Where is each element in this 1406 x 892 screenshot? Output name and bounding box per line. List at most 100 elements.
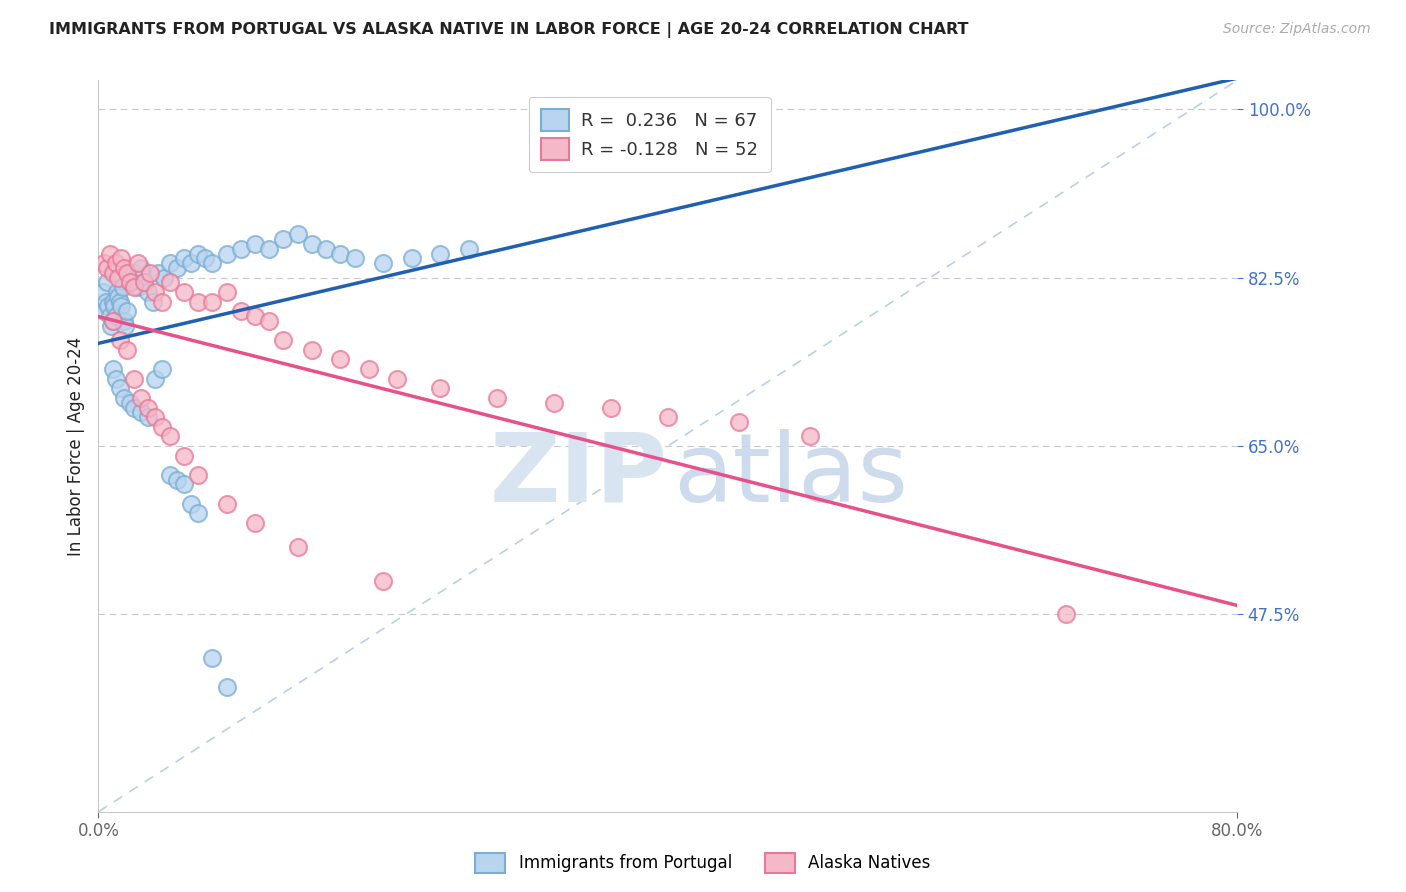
Point <box>187 467 209 482</box>
Point <box>166 260 188 275</box>
Point <box>93 256 115 270</box>
Point <box>101 314 124 328</box>
Point <box>122 401 145 415</box>
Point <box>136 410 159 425</box>
Point <box>112 314 135 328</box>
Point <box>107 270 129 285</box>
Point <box>101 294 124 309</box>
Point <box>315 242 337 256</box>
Point <box>145 371 167 385</box>
Point <box>401 252 423 266</box>
Point <box>243 309 266 323</box>
Y-axis label: In Labor Force | Age 20-24: In Labor Force | Age 20-24 <box>66 336 84 556</box>
Point <box>301 343 323 357</box>
Point <box>115 266 138 280</box>
Point <box>357 362 380 376</box>
Legend: Immigrants from Portugal, Alaska Natives: Immigrants from Portugal, Alaska Natives <box>468 847 938 880</box>
Point <box>136 401 159 415</box>
Point <box>148 266 170 280</box>
Point <box>98 309 121 323</box>
Text: ZIP: ZIP <box>489 429 668 522</box>
Point <box>173 252 195 266</box>
Point <box>118 276 141 290</box>
Point <box>273 232 295 246</box>
Legend: R =  0.236   N = 67, R = -0.128   N = 52: R = 0.236 N = 67, R = -0.128 N = 52 <box>529 96 770 172</box>
Point <box>243 236 266 251</box>
Point <box>111 280 134 294</box>
Point <box>429 381 451 395</box>
Point <box>105 285 128 299</box>
Point <box>112 260 135 275</box>
Point <box>215 285 238 299</box>
Point <box>127 280 149 294</box>
Point <box>101 266 124 280</box>
Point <box>229 242 252 256</box>
Text: IMMIGRANTS FROM PORTUGAL VS ALASKA NATIVE IN LABOR FORCE | AGE 20-24 CORRELATION: IMMIGRANTS FROM PORTUGAL VS ALASKA NATIV… <box>49 22 969 38</box>
Point <box>429 246 451 260</box>
Point <box>153 270 176 285</box>
Point <box>104 371 127 385</box>
Point <box>107 290 129 304</box>
Point <box>124 270 146 285</box>
Point <box>600 401 623 415</box>
Point <box>112 391 135 405</box>
Text: Source: ZipAtlas.com: Source: ZipAtlas.com <box>1223 22 1371 37</box>
Point <box>215 497 238 511</box>
Point <box>101 314 124 328</box>
Point <box>103 300 125 314</box>
Point <box>108 381 131 395</box>
Point <box>132 276 155 290</box>
Point <box>180 256 202 270</box>
Point <box>159 276 181 290</box>
Point <box>141 294 163 309</box>
Point <box>108 333 131 347</box>
Point <box>215 246 238 260</box>
Point <box>152 294 174 309</box>
Point <box>259 242 281 256</box>
Point <box>187 507 209 521</box>
Point <box>145 285 167 299</box>
Point <box>145 410 167 425</box>
Point <box>194 252 217 266</box>
Point <box>173 477 195 491</box>
Point <box>98 246 121 260</box>
Point <box>243 516 266 530</box>
Point <box>229 304 252 318</box>
Point <box>180 497 202 511</box>
Point <box>166 473 188 487</box>
Point <box>159 467 181 482</box>
Point <box>96 260 118 275</box>
Point <box>287 540 309 554</box>
Point <box>96 276 118 290</box>
Point <box>93 304 115 318</box>
Point <box>152 362 174 376</box>
Point <box>728 415 751 429</box>
Point <box>259 314 281 328</box>
Point <box>301 236 323 251</box>
Point <box>115 304 138 318</box>
Point <box>91 285 114 299</box>
Text: atlas: atlas <box>673 429 908 522</box>
Point <box>132 276 155 290</box>
Point <box>373 256 395 270</box>
Point <box>127 256 149 270</box>
Point <box>152 419 174 434</box>
Point <box>215 680 238 694</box>
Point <box>136 285 159 299</box>
Point <box>201 294 224 309</box>
Point <box>118 276 141 290</box>
Point <box>118 395 141 409</box>
Point <box>122 280 145 294</box>
Point <box>201 256 224 270</box>
Point <box>114 318 136 333</box>
Point <box>799 429 821 443</box>
Point <box>159 256 181 270</box>
Point <box>373 574 395 588</box>
Point <box>104 309 127 323</box>
Point <box>486 391 509 405</box>
Point <box>287 227 309 242</box>
Point <box>129 260 152 275</box>
Point <box>129 391 152 405</box>
Point <box>457 242 479 256</box>
Point <box>104 256 127 270</box>
